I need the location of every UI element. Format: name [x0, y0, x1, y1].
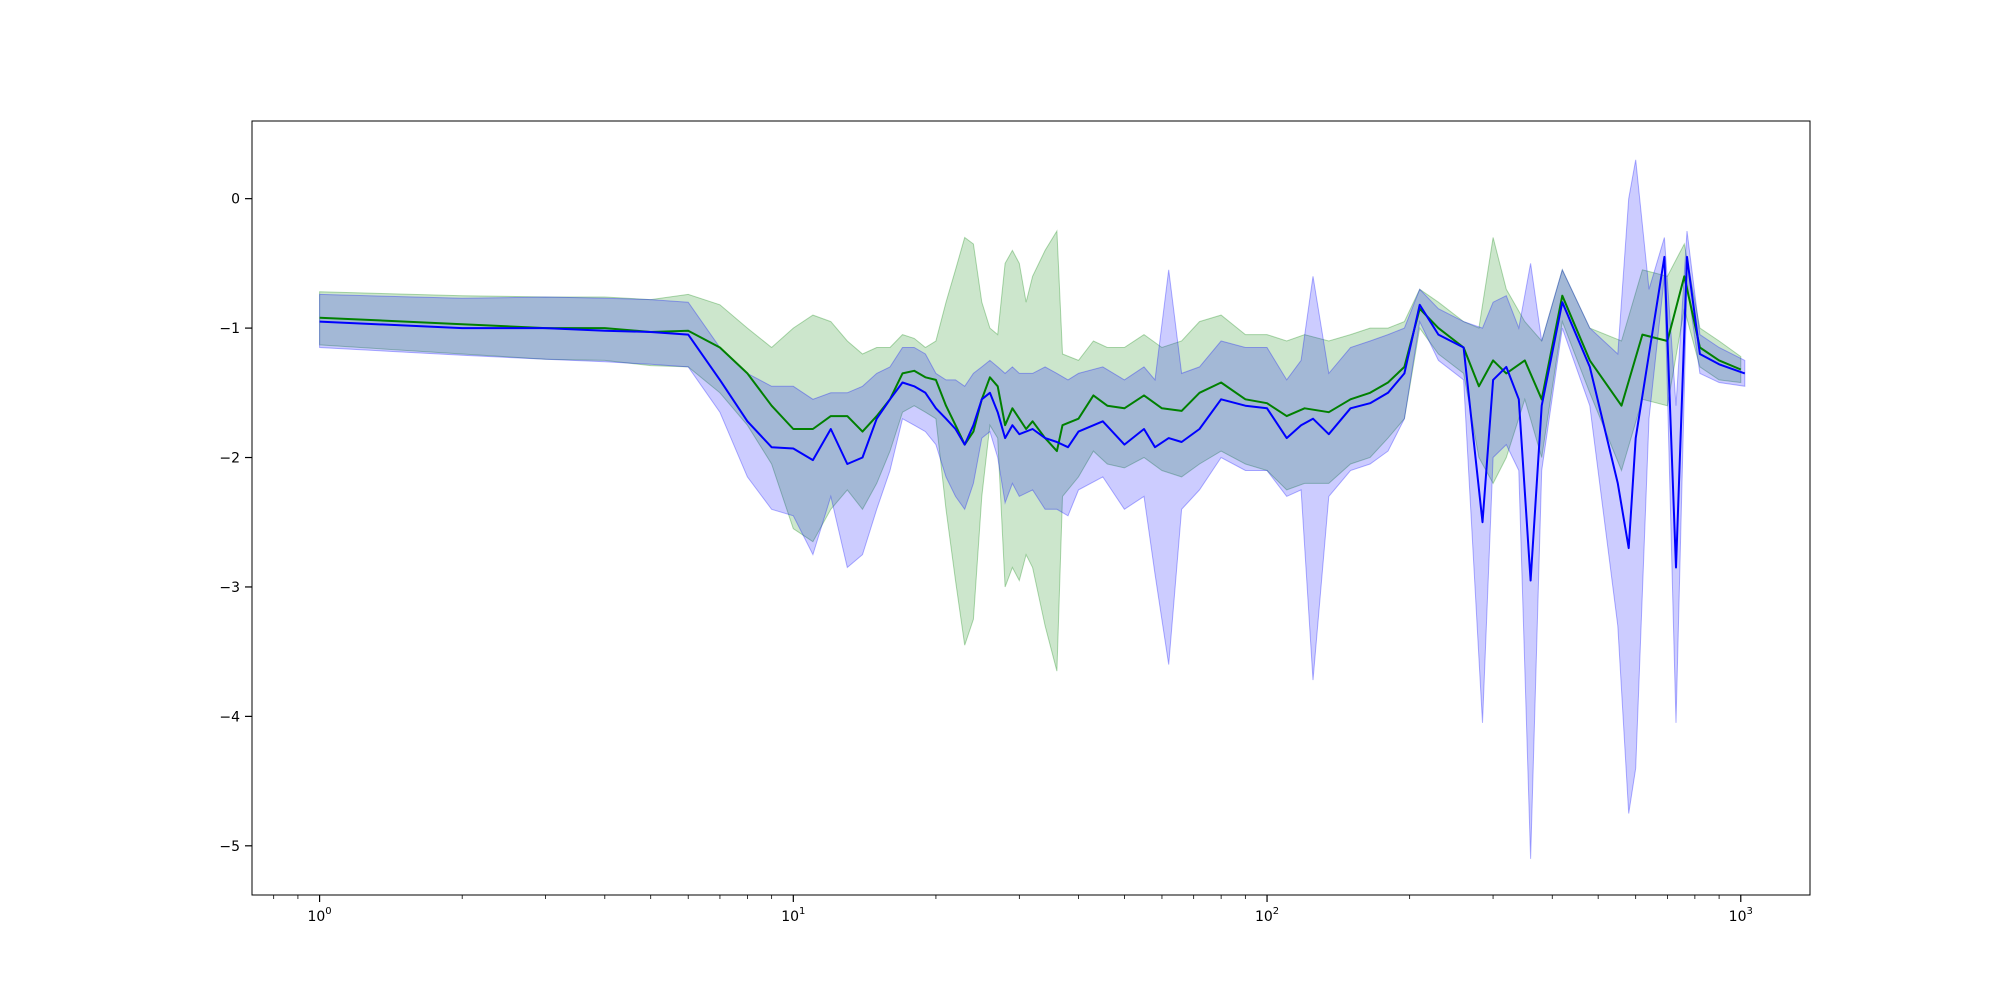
series-0-band	[319, 229, 1742, 672]
y-tick-label: −2	[219, 451, 240, 467]
y-axis: 0 −1 −2 −3 −4 −5	[219, 192, 252, 855]
x-tick-label: 101	[781, 906, 805, 925]
y-tick-label: −1	[219, 321, 240, 337]
x-tick-label: 100	[307, 906, 331, 925]
y-tick-label: 0	[231, 192, 240, 208]
plot-area-frame	[251, 120, 1811, 896]
y-tick-label: −5	[219, 839, 240, 855]
series-1-line	[319, 255, 1746, 582]
x-tick-label: 103	[1729, 906, 1753, 925]
series-0-line	[319, 275, 1742, 453]
x-tick-label: 102	[1255, 906, 1279, 925]
series-lines	[319, 255, 1746, 582]
y-tick-label: −3	[219, 580, 240, 596]
y-tick-label: −4	[219, 709, 240, 725]
x-axis: 100 101 102 103	[273, 895, 1753, 925]
